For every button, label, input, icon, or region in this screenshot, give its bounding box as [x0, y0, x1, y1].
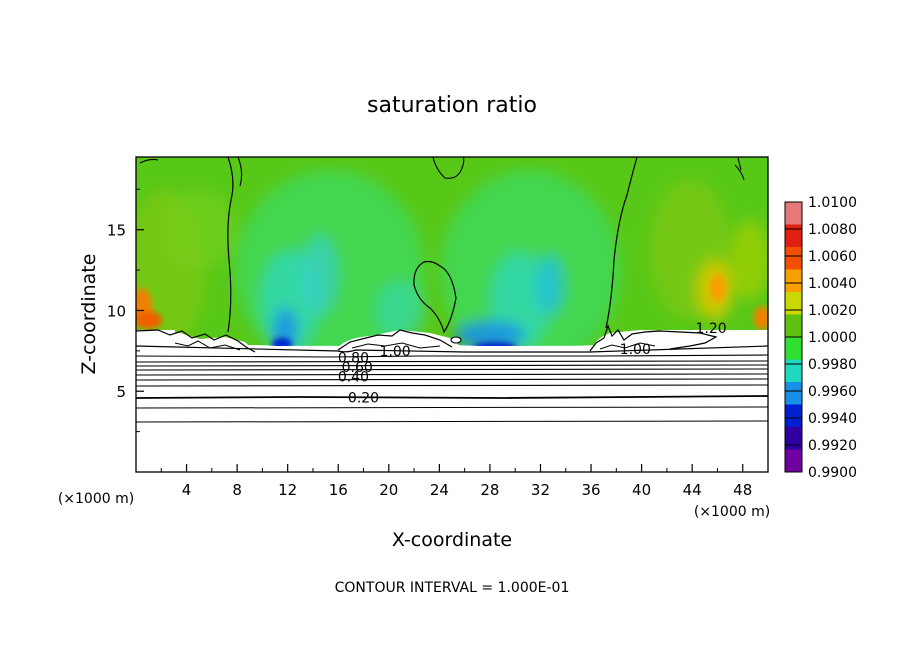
- colorbar-label: 0.9920: [808, 438, 857, 454]
- x-tick-label: 36: [581, 481, 600, 499]
- colorbar-swatch: [785, 202, 802, 225]
- y-axis: 5 10 15: [107, 188, 144, 433]
- x-tick-label: 16: [329, 481, 348, 499]
- colorbar-swatch: [785, 292, 802, 315]
- colorbar-label: 1.0100: [808, 195, 857, 211]
- contour-interval-text: CONTOUR INTERVAL = 1.000E-01: [335, 580, 570, 596]
- colorbar-swatch: [785, 382, 802, 405]
- colorbar-swatch: [785, 314, 802, 338]
- colorbar-swatch: [785, 269, 802, 293]
- x-tick-label: 32: [531, 481, 550, 499]
- colorbar-label: 1.0000: [808, 330, 857, 346]
- contour-label: 0.60: [342, 360, 373, 376]
- heatmap-field: 0.20 0.400.600.80 1.00 1.00 1.20: [136, 157, 768, 472]
- colorbar-swatch: [785, 224, 802, 248]
- colorbar-label: 0.9940: [808, 411, 857, 427]
- colorbar-swatch: [785, 449, 802, 473]
- colorbar-label: 0.9960: [808, 384, 857, 400]
- x-tick-label: 40: [632, 481, 651, 499]
- y-tick-label: 15: [107, 222, 126, 240]
- colorbar: 1.0100 1.0080 1.0060 1.0040 1.0020 1.0000 0.99…: [784, 195, 857, 481]
- x-tick-label: 12: [278, 481, 297, 499]
- colorbar-swatch: [785, 337, 802, 360]
- x-tick-label: 48: [733, 481, 752, 499]
- x-tick-label: 8: [232, 481, 242, 499]
- contour-label: 1.00: [620, 342, 651, 358]
- x-tick-label: 4: [182, 481, 192, 499]
- colorbar-swatch: [785, 247, 802, 270]
- colorbar-label: 1.0080: [808, 222, 857, 238]
- y-tick-label: 10: [107, 302, 126, 320]
- colorbar-label: 1.0040: [808, 276, 857, 292]
- contour-label: 0.80: [338, 350, 369, 366]
- chart-title: saturation ratio: [367, 93, 537, 118]
- y-axis-label: Z-coordinate: [78, 254, 100, 375]
- colorbar-label: 0.9980: [808, 357, 857, 373]
- y-unit-label: (×1000 m): [58, 491, 134, 507]
- colorbar-swatch: [785, 404, 802, 428]
- colorbar-swatch: [785, 427, 802, 450]
- x-axis: 4 8 12 16 20 24 28 32 36 40 44 48: [160, 464, 752, 499]
- colorbar-label: 1.0060: [808, 249, 857, 265]
- colorbar-swatch: [785, 359, 802, 383]
- colorbar-label: 1.0020: [808, 303, 857, 319]
- x-unit-label: (×1000 m): [694, 504, 770, 520]
- plot-frame: [135, 156, 769, 473]
- x-tick-label: 20: [379, 481, 398, 499]
- x-tick-label: 28: [480, 481, 499, 499]
- contour-label: 0.20: [348, 391, 379, 407]
- x-tick-label: 24: [430, 481, 449, 499]
- contour-labels: 0.20 0.400.600.80 1.00 1.00 1.20: [338, 321, 727, 406]
- contour-label: 1.00: [380, 344, 411, 360]
- contour-label: 1.20: [696, 321, 727, 337]
- x-tick-label: 44: [683, 481, 702, 499]
- y-tick-label: 5: [116, 383, 126, 401]
- contour-label: 0.40: [338, 370, 369, 386]
- colorbar-label: 0.9900: [808, 465, 857, 481]
- x-axis-label: X-coordinate: [392, 529, 512, 551]
